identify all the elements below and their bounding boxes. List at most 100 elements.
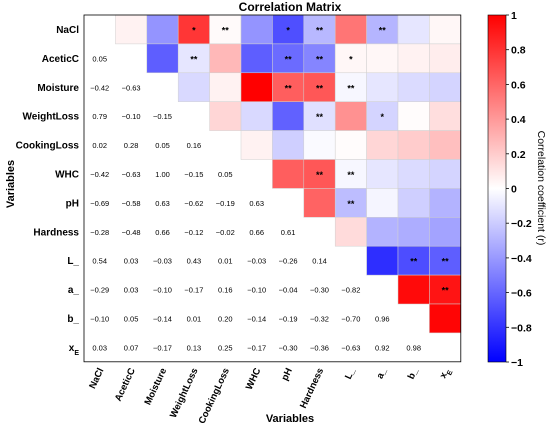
- cell-value-label: −0.10: [122, 112, 141, 121]
- significance-star: **: [316, 83, 324, 93]
- heatmap-cell: [366, 159, 399, 189]
- x-tick-label: pH: [279, 366, 294, 382]
- significance-star: **: [285, 83, 293, 93]
- x-tick-label: a_: [375, 366, 390, 381]
- cell-value-label: −0.10: [153, 286, 172, 295]
- heatmap-cell: [366, 130, 399, 160]
- heatmap-cell: [397, 245, 430, 276]
- x-tick-label: WHC: [244, 366, 264, 391]
- cell-value-label: 0.01: [218, 257, 233, 266]
- x-axis-title: Variables: [266, 413, 314, 425]
- heatmap-cell: [397, 72, 430, 102]
- significance-star: **: [410, 257, 418, 267]
- cell-value-label: 0.63: [155, 199, 170, 208]
- heatmap-cell: [429, 245, 462, 276]
- x-tick-label: Hardness: [298, 366, 326, 410]
- heatmap-cell: [209, 14, 242, 45]
- heatmap-cell: [272, 130, 305, 160]
- colorbar-tick-label: 0.8: [511, 45, 526, 57]
- cell-value-label: −0.63: [122, 170, 141, 179]
- cell-value-label: −0.10: [247, 286, 266, 295]
- heatmap-cell: [272, 101, 305, 131]
- y-tick-label: pH: [66, 198, 79, 209]
- cell-value-label: 0.96: [375, 314, 390, 323]
- heatmap-cell: [366, 43, 399, 74]
- heatmap-cell: [334, 217, 367, 247]
- colorbar-tick-label: −0.8: [511, 322, 532, 334]
- heatmap-cell: [429, 274, 462, 305]
- heatmap-cell: [334, 188, 367, 218]
- heatmap-cell: [177, 43, 210, 74]
- cell-value-label: −0.69: [90, 199, 109, 208]
- significance-star: **: [316, 170, 324, 180]
- x-tick-label: b_: [406, 366, 421, 381]
- heatmap-cell: [397, 159, 430, 189]
- x-tick-label: L_: [343, 366, 358, 381]
- colorbar-tick-label: −0.4: [511, 253, 532, 265]
- cell-value-label: −0.36: [310, 343, 329, 352]
- heatmap-cell: [429, 101, 462, 131]
- heatmap-cell: [177, 14, 210, 45]
- cell-value-label: −0.19: [216, 199, 235, 208]
- significance-star: *: [381, 112, 385, 122]
- significance-star: **: [347, 83, 355, 93]
- cell-value-label: 0.01: [187, 314, 202, 323]
- y-tick-label: a_: [68, 285, 80, 296]
- significance-star: **: [316, 54, 324, 64]
- heatmap-cell: [303, 130, 336, 160]
- significance-star: **: [190, 54, 198, 64]
- cell-value-label: −0.14: [153, 314, 172, 323]
- heatmap-cell: [334, 14, 367, 45]
- cell-value-label: 0.05: [92, 54, 107, 63]
- y-tick-labels: NaCl AceticC Moisture WeightLoss CookingLoss…: [16, 25, 80, 356]
- cell-value-label: −0.32: [310, 314, 329, 323]
- heatmap-cell: [429, 188, 462, 218]
- colorbar-tick-label: 0.6: [511, 79, 526, 91]
- cell-value-label: 0.03: [124, 257, 139, 266]
- significance-star: **: [347, 170, 355, 180]
- heatmap-cell: [366, 188, 399, 218]
- heatmap-cell: [397, 188, 430, 218]
- cell-value-label: 0.16: [218, 286, 233, 295]
- cell-value-label: 0.61: [281, 228, 296, 237]
- cell-value-label: −0.42: [90, 170, 109, 179]
- heatmap-cell: [240, 14, 273, 45]
- heatmap-cell: [397, 43, 430, 74]
- heatmap-cell: [303, 188, 336, 218]
- heatmap-cell: [209, 72, 242, 102]
- significance-star: **: [442, 286, 450, 296]
- cell-value-label: 0.16: [187, 141, 202, 150]
- cell-value-label: −0.48: [122, 228, 141, 237]
- cell-value-label: −0.19: [279, 314, 298, 323]
- cell-value-label: −0.26: [279, 257, 298, 266]
- cell-value-label: −0.58: [122, 199, 141, 208]
- significance-star: *: [192, 25, 196, 35]
- heatmap-cell: [146, 14, 179, 45]
- heatmap-cell: [429, 303, 462, 334]
- cell-value-label: 0.28: [124, 141, 139, 150]
- cell-value-label: 0.05: [155, 141, 170, 150]
- cell-value-label: −0.15: [184, 170, 203, 179]
- y-tick-label: xE: [69, 343, 80, 357]
- cell-value-label: −0.03: [153, 257, 172, 266]
- heatmap-cell: [334, 72, 367, 102]
- significance-star: *: [349, 54, 353, 64]
- heatmap-cell: [366, 101, 399, 131]
- cell-value-label: 0.54: [92, 257, 107, 266]
- cell-value-label: −0.17: [184, 286, 203, 295]
- cell-value-label: 0.20: [218, 314, 233, 323]
- cell-value-label: 0.43: [187, 257, 202, 266]
- heatmap-cell: [240, 72, 273, 102]
- cell-value-label: 0.05: [218, 170, 233, 179]
- cell-value-label: −0.62: [184, 199, 203, 208]
- chart-title: Correlation Matrix: [239, 0, 342, 14]
- colorbar-tick-label: 0.4: [511, 114, 526, 126]
- significance-star: **: [285, 54, 293, 64]
- heatmap-cell: [115, 14, 148, 45]
- heatmap-cell: [240, 130, 273, 160]
- cell-value-label: 0.66: [155, 228, 170, 237]
- heatmap-cell: [429, 43, 462, 74]
- cell-value-label: −0.29: [90, 286, 109, 295]
- heatmap-cell: [209, 43, 242, 74]
- heatmap-cell: [334, 101, 367, 131]
